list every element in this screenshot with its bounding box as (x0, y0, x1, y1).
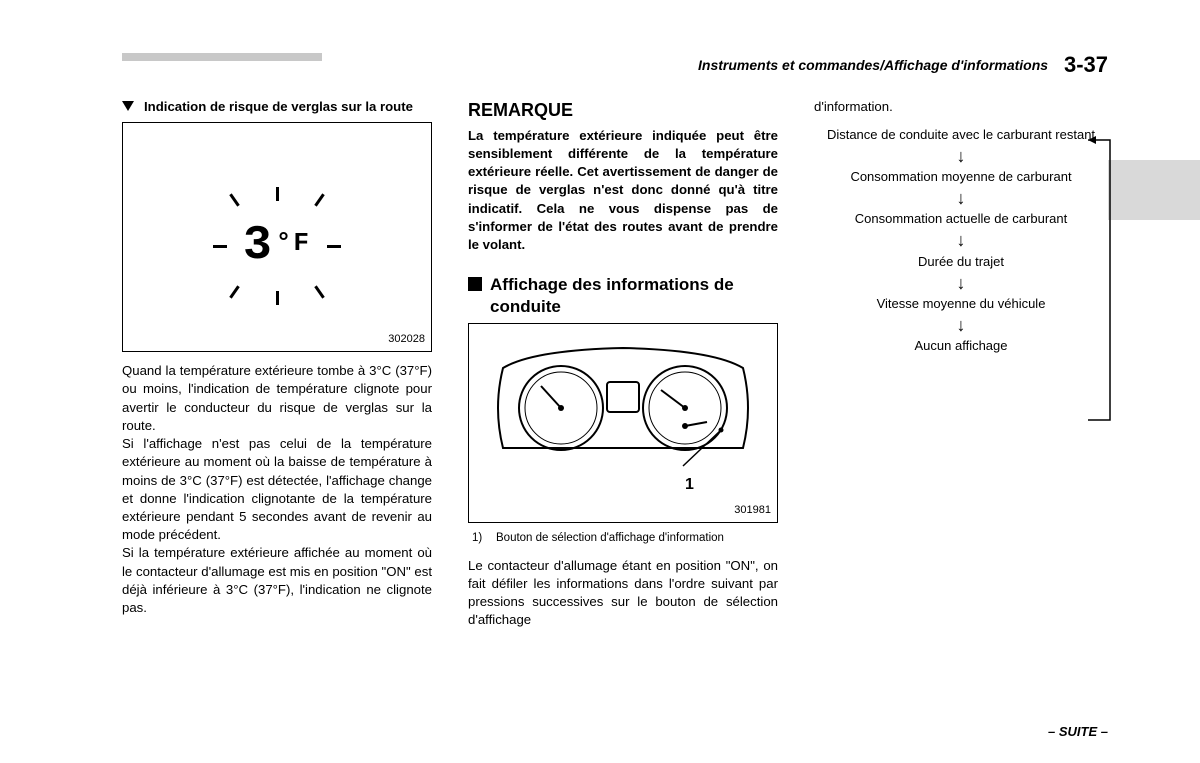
section-heading-text: Affichage des informations de conduite (490, 274, 778, 317)
col1-para1: Quand la température extérieure tombe à … (122, 362, 432, 435)
page-number: 3-37 (1064, 52, 1108, 77)
temp-value: 3 (243, 219, 274, 273)
section-heading-affichage: Affichage des informations de conduite (468, 274, 778, 317)
side-tab (1108, 160, 1200, 220)
figure-caption: 1) Bouton de sélection d'affichage d'inf… (468, 531, 778, 547)
column-1: Indication de risque de verglas sur la r… (122, 98, 432, 630)
breadcrumb: Instruments et commandes/Affichage d'inf… (698, 57, 1048, 73)
flow-item-1: Consommation moyenne de carburant (814, 168, 1108, 186)
figure-301981: 1 301981 (468, 323, 778, 523)
continuation-footer: – SUITE – (1048, 724, 1108, 739)
down-arrow-icon: ↓ (814, 190, 1108, 206)
figure-id: 302028 (388, 332, 425, 347)
caption-num: 1) (468, 531, 496, 547)
flow-item-4: Vitesse moyenne du véhicule (814, 295, 1108, 313)
column-3: d'information. Distance de conduite avec… (814, 98, 1108, 630)
down-arrow-icon: ↓ (814, 232, 1108, 248)
info-cycle-flow: Distance de conduite avec le carburant r… (814, 126, 1108, 363)
down-arrow-icon: ↓ (814, 317, 1108, 333)
page-header: Instruments et commandes/Affichage d'inf… (698, 52, 1108, 78)
temp-display: 3°F (123, 203, 431, 289)
col3-lead: d'information. (814, 98, 1108, 116)
col1-para3: Si la température extérieure affichée au… (122, 544, 432, 617)
flow-item-3: Durée du trajet (814, 253, 1108, 271)
flow-item-5: Aucun affichage (814, 337, 1108, 355)
sub-heading-verglas: Indication de risque de verglas sur la r… (122, 98, 432, 116)
callout-number: 1 (685, 474, 694, 496)
caption-text: Bouton de sélection d'affichage d'inform… (496, 531, 724, 547)
flow-item-0: Distance de conduite avec le carburant r… (814, 126, 1108, 144)
flow-item-2: Consommation actuelle de carburant (814, 210, 1108, 228)
remarque-body: La température extérieure indiquée peut … (468, 127, 778, 255)
col1-para2: Si l'affichage n'est pas celui de la tem… (122, 435, 432, 544)
instrument-cluster-icon (483, 338, 763, 478)
temp-unit: °F (276, 228, 311, 258)
top-grey-bar (122, 53, 322, 61)
figure-id-2: 301981 (734, 503, 771, 518)
remarque-title: REMARQUE (468, 98, 778, 123)
column-2: REMARQUE La température extérieure indiq… (468, 98, 778, 630)
loop-arrow-icon (1082, 130, 1118, 430)
square-marker-icon (468, 277, 482, 291)
down-arrow-icon: ↓ (814, 275, 1108, 291)
sub-heading-text: Indication de risque de verglas sur la r… (144, 98, 413, 116)
triangle-marker-icon (122, 101, 134, 111)
figure-302028: 3°F 302028 (122, 122, 432, 352)
col2-para1: Le contacteur d'allumage étant en positi… (468, 557, 778, 630)
down-arrow-icon: ↓ (814, 148, 1108, 164)
content-columns: Indication de risque de verglas sur la r… (122, 98, 1108, 630)
